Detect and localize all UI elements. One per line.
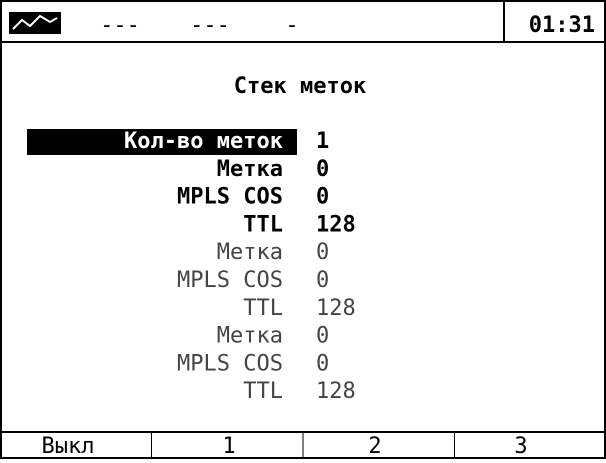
parameter-label[interactable]: Метка [217,157,283,182]
softkey[interactable]: 1 [222,434,235,459]
parameter-value[interactable]: 0 [316,351,329,376]
parameter-value[interactable]: 128 [316,212,356,237]
parameter-value[interactable]: 128 [316,379,356,404]
softkey-bar: Выкл 1 2 3 [42,432,528,459]
clock: 01:31 [529,13,595,38]
parameter-value[interactable]: 0 [316,240,329,265]
parameter-label[interactable]: Метка [217,240,283,265]
status-indicator: --- [100,13,140,38]
screen-title: Стек меток [234,74,366,99]
parameter-value[interactable]: 1 [316,129,329,154]
signal-icon [9,12,61,34]
parameter-value[interactable]: 128 [316,296,356,321]
softkey[interactable]: 2 [368,434,381,459]
parameter-label[interactable]: TTL [243,379,283,404]
signal-wave [12,14,58,30]
parameter-value[interactable]: 0 [316,185,329,210]
parameter-value[interactable]: 0 [316,157,329,182]
parameter-value[interactable]: 0 [316,324,329,349]
parameter-label[interactable]: TTL [243,212,283,237]
parameter-value[interactable]: 0 [316,268,329,293]
softkey[interactable]: Выкл [42,434,95,459]
parameter-label[interactable]: MPLS COS [177,185,283,210]
parameter-list: Кол-во меток 1 Метка 0 MPLS COS 0 TTL 128 Метка 0… [27,129,356,404]
parameter-label[interactable]: MPLS COS [177,351,283,376]
parameter-label[interactable]: MPLS COS [177,268,283,293]
parameter-label[interactable]: Метка [217,324,283,349]
parameter-label[interactable]: TTL [243,296,283,321]
status-indicator: --- [190,13,230,38]
selection-highlight [27,129,297,155]
status-indicator: - [285,13,298,38]
parameter-label[interactable]: Кол-во меток [124,129,283,154]
softkey[interactable]: 3 [514,434,527,459]
